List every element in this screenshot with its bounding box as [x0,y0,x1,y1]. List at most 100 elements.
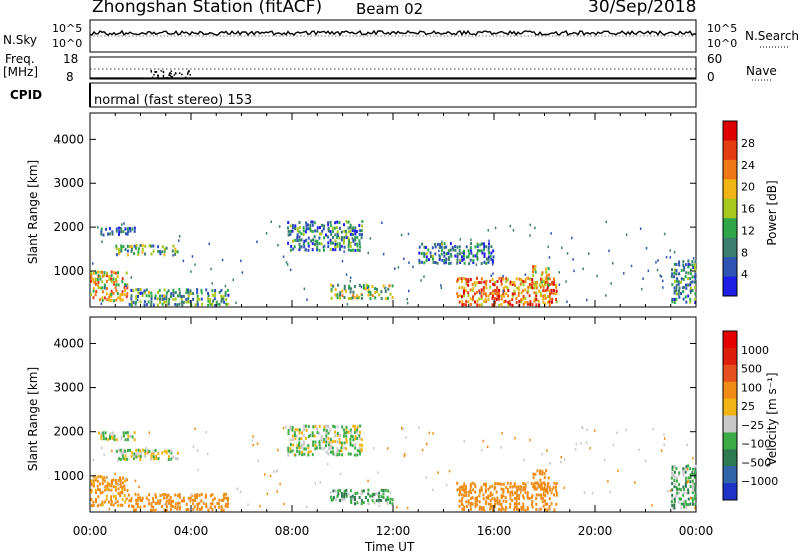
data-cell [418,245,421,249]
data-cell [135,243,138,247]
data-cell [314,444,317,447]
data-cell [158,288,161,292]
data-cell [289,443,292,447]
data-cell [289,224,292,228]
echo-point [251,439,254,442]
data-cell [546,502,549,506]
data-cell [354,498,356,501]
echo-point [662,279,664,283]
data-cell [290,244,293,248]
echo-point [304,249,306,252]
data-cell [493,297,496,300]
data-cell [524,288,527,292]
data-cell [95,500,98,504]
data-cell [459,485,462,489]
data-cell [296,236,299,240]
data-cell [462,257,465,261]
data-cell [533,286,536,290]
data-cell [489,485,492,489]
data-cell [689,281,692,285]
data-cell [134,302,137,306]
data-cell [327,447,330,451]
data-cell [147,498,150,502]
data-cell [192,502,195,506]
data-cell [332,497,335,501]
data-cell [691,479,694,483]
data-cell [176,457,179,461]
data-cell [482,289,485,292]
data-cell [337,283,340,287]
data-cell [101,475,104,479]
data-cell [493,289,496,292]
data-cell [130,454,133,458]
data-cell [334,430,336,434]
data-cell [467,493,470,497]
echo-point [565,280,567,283]
data-cell [182,300,185,304]
data-cell [342,434,345,438]
data-cell [148,244,151,248]
data-cell [170,451,173,455]
data-cell [548,300,551,304]
data-cell [540,280,543,284]
data-cell [126,431,129,435]
data-cell [126,253,129,257]
data-cell [329,495,332,499]
data-cell [356,425,359,429]
data-cell [529,277,532,281]
echo-point [481,448,483,452]
data-cell [690,272,692,276]
data-cell [343,431,346,435]
data-cell [427,248,430,252]
data-cell [145,303,148,307]
echo-point [360,490,363,494]
data-cell [327,443,330,447]
data-cell [671,488,674,492]
data-cell [205,505,208,509]
data-cell [349,489,352,493]
data-cell [694,494,697,498]
echo-point [278,225,281,228]
data-cell [329,440,332,444]
data-cell [472,286,475,290]
data-cell [475,291,478,295]
freq-dip-point [179,72,181,74]
data-cell [544,302,547,306]
data-cell [687,283,689,287]
data-cell [387,287,390,291]
freq-dip-point [170,73,172,75]
data-cell [123,293,126,296]
data-cell [509,497,512,501]
data-cell [476,299,479,303]
data-cell [174,505,177,509]
data-cell [548,488,551,492]
data-cell [539,291,542,295]
data-cell [354,446,357,450]
data-cell [92,280,95,284]
data-cell [684,476,687,480]
data-cell [125,271,128,275]
data-cell [547,273,550,277]
data-cell [108,500,110,504]
data-cell [161,302,164,306]
data-cell [498,499,501,503]
data-cell [529,303,532,306]
data-cell [198,493,201,497]
data-cell [325,431,328,435]
data-cell [693,482,696,486]
data-cell [211,508,214,512]
data-cell [296,449,299,453]
data-cell [329,238,332,242]
data-cell [425,252,428,255]
data-cell [554,488,557,492]
power-cbar-swatch [723,218,737,239]
velocity-cbar-swatch [723,415,737,433]
data-cell [683,268,685,272]
data-cell [307,241,310,245]
data-cell [129,434,132,438]
data-cell [423,261,426,265]
data-cell [291,425,294,429]
data-cell [391,498,394,502]
data-cell [189,289,192,293]
data-cell [507,294,510,298]
